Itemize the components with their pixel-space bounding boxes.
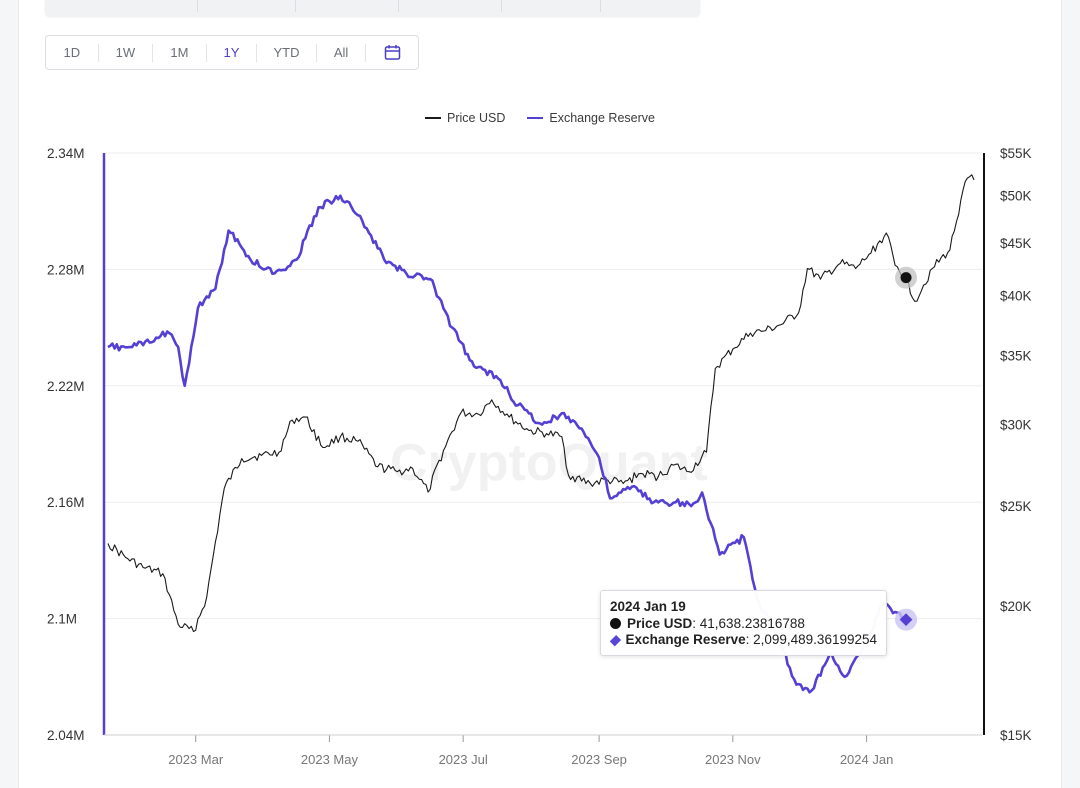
x-tick-label: 2024 Jan	[840, 752, 894, 767]
legend-item-reserve[interactable]: Exchange Reserve	[527, 108, 655, 128]
legend-item-price[interactable]: Price USD	[425, 108, 505, 128]
x-tick-label: 2023 Jul	[439, 752, 488, 767]
right-tick-label: $25K	[1000, 499, 1032, 514]
right-tick-label: $45K	[1000, 236, 1032, 251]
tooltip-price-label: Price USD	[627, 615, 693, 631]
right-tick-label: $50K	[1000, 189, 1032, 204]
x-tick-label: 2023 May	[301, 752, 359, 767]
price-dot-icon	[610, 618, 621, 630]
left-tick-label: 2.22M	[47, 379, 85, 394]
x-axis: 2023 Mar 2023 May 2023 Jul 2023 Sep 2023 Nov…	[104, 734, 982, 767]
chart-tooltip: 2024 Jan 19 Price USD : 41,638.23816788 …	[600, 590, 887, 656]
legend-label-reserve: Exchange Reserve	[549, 111, 655, 125]
price-hover-dot	[900, 272, 912, 284]
range-1m-button[interactable]: 1M	[170, 45, 189, 60]
legend-swatch-reserve	[527, 117, 544, 119]
left-tick-label: 2.16M	[47, 495, 85, 510]
x-tick-label: 2023 Nov	[705, 752, 761, 767]
right-tick-label: $40K	[1000, 289, 1032, 304]
legend-label-price: Price USD	[447, 111, 506, 125]
calendar-icon	[384, 45, 400, 60]
tooltip-price-row: Price USD : 41,638.23816788	[610, 616, 877, 633]
hover-markers	[895, 266, 918, 631]
range-ytd-button[interactable]: YTD	[273, 45, 300, 60]
range-all-button[interactable]: All	[333, 45, 349, 60]
left-tick-label: 2.1M	[47, 612, 77, 627]
chart-card	[18, 0, 1062, 788]
tooltip-date: 2024 Jan 19	[610, 599, 686, 614]
right-tick-label: $20K	[1000, 599, 1032, 614]
legend-swatch-price	[425, 117, 442, 119]
series-price-line	[107, 174, 975, 633]
right-tick-label: $55K	[1000, 146, 1032, 161]
left-tick-label: 2.28M	[47, 262, 85, 277]
chart-legend: Price USD Exchange Reserve	[0, 108, 1080, 128]
left-axis: 2.34M 2.28M 2.22M 2.16M 2.1M 2.04M	[47, 146, 106, 743]
tooltip-reserve-row: Exchange Reserve : 2,099,489.36199254	[609, 632, 877, 649]
x-tick-label: 2023 Mar	[168, 752, 224, 767]
range-1w-button[interactable]: 1W	[115, 45, 136, 60]
range-1y-button[interactable]: 1Y	[223, 45, 240, 60]
tooltip-reserve-label: Exchange Reserve	[625, 632, 746, 647]
x-tick-label: 2023 Sep	[571, 752, 627, 767]
right-tick-label: $15K	[1000, 728, 1032, 743]
left-tick-label: 2.34M	[47, 146, 85, 161]
reserve-diamond-icon	[609, 634, 621, 646]
right-tick-label: $30K	[1000, 418, 1032, 433]
right-tick-label: $35K	[1000, 348, 1032, 363]
watermark: CryptoQuant	[390, 434, 708, 492]
time-range-selector: 1D 1W 1M 1Y YTD All	[45, 35, 419, 70]
range-1d-button[interactable]: 1D	[63, 45, 81, 60]
tooltip-reserve-value: : 2,099,489.36199254	[745, 632, 877, 647]
left-tick-label: 2.04M	[47, 728, 85, 743]
calendar-button[interactable]	[366, 36, 418, 69]
tooltip-price-value: : 41,638.23816788	[692, 615, 805, 631]
top-tab-bar	[45, 0, 700, 16]
right-axis: $55K $50K $45K $40K $35K $30K $25K $20K $15K	[983, 146, 1032, 743]
